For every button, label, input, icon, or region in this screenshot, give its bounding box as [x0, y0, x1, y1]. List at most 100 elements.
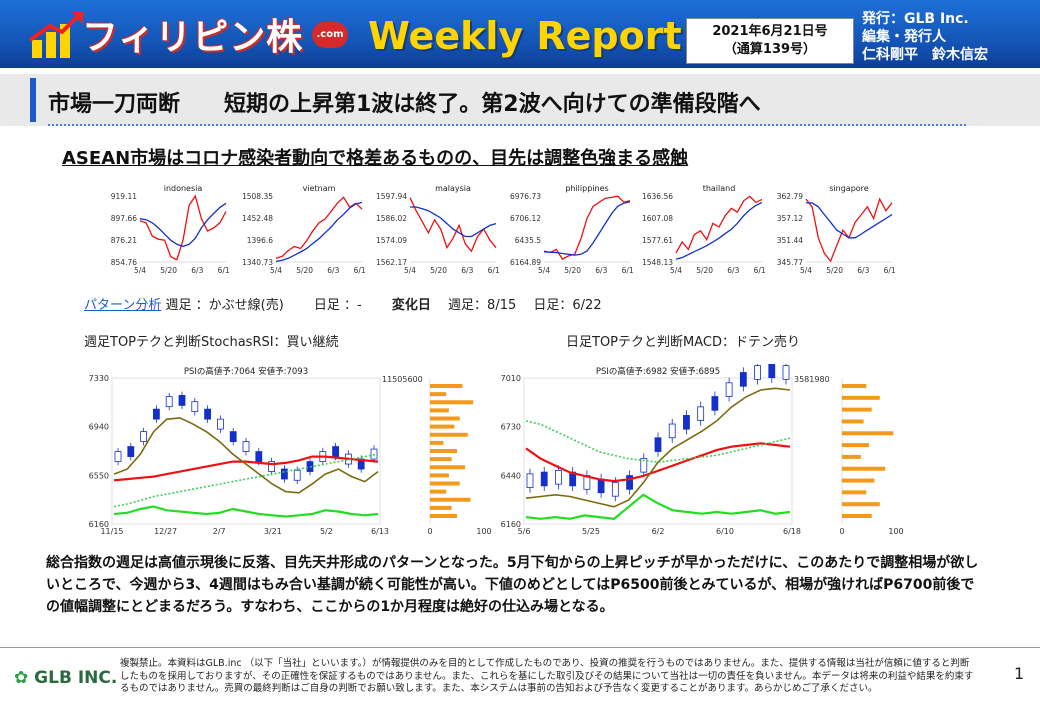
y-tick-label: 1562.17: [376, 258, 407, 267]
x-tick-label: 6/3: [727, 266, 739, 275]
volume-bar: [430, 449, 457, 453]
candle-body: [697, 406, 705, 421]
volume-max-label: 3581980: [794, 375, 830, 384]
x-tick-label: 5/20: [564, 266, 581, 275]
plot-area: [523, 377, 793, 525]
volume-bar: [842, 395, 880, 400]
mini-chart-singapore: singapore 362.79 357.12 351.44 345.77 5/4 5/20…: [766, 182, 901, 277]
candle-body: [178, 395, 186, 406]
series-line-red: [113, 455, 379, 482]
volume-max-label: 11505600: [382, 375, 423, 384]
y-tick-label: 1548.13: [642, 258, 673, 267]
trend-line: [543, 201, 631, 256]
x-tick-label: 5/4: [134, 266, 146, 275]
volume-bar: [842, 431, 894, 436]
page-title: 市場一刀両断 短期の上昇第1波は終了。第2波へ向けての準備段階へ: [48, 92, 761, 117]
candle-body: [668, 423, 676, 439]
trend-line: [806, 202, 893, 239]
candle-body: [711, 396, 719, 411]
candle-body: [768, 363, 776, 379]
mini-chart-title: singapore: [829, 184, 869, 193]
series-line-red: [525, 442, 791, 483]
y-tick-label: 876.21: [111, 236, 137, 245]
pattern-weekly: 週足 ：かぶせ線(売): [165, 298, 284, 313]
y-tick-label: 6160: [89, 520, 109, 529]
mini-chart-philippines: philippines 6976.73 6706.12 6435.5 6164.89 5/…: [504, 182, 639, 277]
candle-body: [255, 451, 263, 462]
volume-tick-label: 0: [427, 527, 432, 536]
x-tick-label: 6/3: [191, 266, 203, 275]
volume-bar: [430, 384, 463, 388]
candle-body: [540, 471, 548, 487]
glb-company-name: GLB INC.: [34, 668, 118, 688]
volume-bar: [430, 432, 468, 437]
volume-bar: [430, 392, 447, 397]
volume-bar: [842, 478, 875, 483]
y-tick-label: 6940: [89, 423, 109, 432]
candle-body: [280, 468, 288, 480]
candle-body: [754, 365, 761, 380]
x-tick-label: 6/3: [595, 266, 607, 275]
volume-bar: [842, 466, 886, 471]
volume-bar: [842, 454, 861, 459]
volume-tick-label: 0: [839, 527, 844, 536]
x-tick-label: 5/2: [320, 527, 333, 536]
weekly-report-title: Weekly Report: [368, 14, 682, 58]
candle-body: [611, 482, 619, 497]
candle-body: [204, 408, 211, 420]
x-tick-label: 6/3: [857, 266, 869, 275]
y-tick-label: 1508.35: [242, 192, 273, 201]
candle-body: [555, 470, 562, 485]
candle-body: [782, 365, 790, 380]
candle-body: [153, 408, 160, 420]
x-tick-label: 5/20: [826, 266, 843, 275]
y-tick-label: 6730: [501, 423, 521, 432]
x-tick-label: 5/4: [404, 266, 416, 275]
pattern-analysis-link[interactable]: パターン分析: [84, 298, 162, 313]
mini-chart-title: philippines: [565, 184, 608, 193]
y-tick-label: 1577.61: [642, 236, 673, 245]
publisher-line-3: 仁科剛平 鈴木信宏: [862, 47, 988, 63]
y-tick-label: 351.44: [777, 236, 803, 245]
volume-bar: [430, 505, 452, 510]
trend-line: [139, 202, 227, 248]
candle-body: [127, 446, 135, 457]
y-tick-label: 357.12: [777, 214, 803, 223]
x-tick-label: 5/20: [696, 266, 713, 275]
x-tick-label: 6/10: [716, 527, 734, 536]
y-tick-label: 6550: [89, 471, 109, 480]
volume-bar: [430, 473, 449, 478]
x-tick-label: 6/3: [327, 266, 339, 275]
x-tick-label: 11/15: [100, 527, 123, 536]
mini-chart-vietnam: vietnam 1508.35 1452.48 1396.6 1340.73 5/4 5/2…: [236, 182, 371, 277]
page-number: 1: [1014, 664, 1025, 683]
x-tick-label: 5/20: [296, 266, 313, 275]
volume-bar: [842, 407, 872, 412]
x-tick-label: 5/4: [670, 266, 682, 275]
volume-bar: [430, 489, 447, 494]
mini-chart-title: malaysia: [435, 184, 471, 193]
y-tick-label: 1636.56: [642, 192, 673, 201]
title-accent: [30, 78, 36, 122]
series-line-olive: [525, 387, 791, 508]
x-tick-label: 5/4: [270, 266, 282, 275]
chart-title: PSIの高値予:6982 安値予:6895: [596, 366, 720, 377]
candle-body: [114, 451, 122, 462]
x-tick-label: 12/27: [154, 527, 177, 536]
y-tick-label: 1452.48: [242, 214, 273, 223]
volume-bar: [430, 497, 471, 502]
daily-chart-caption: 日足TOPテクと判断MACD：ドテン売り: [566, 335, 800, 350]
volume-bar: [842, 502, 880, 507]
candle-body: [597, 478, 605, 494]
x-tick-label: 6/17: [622, 266, 634, 275]
x-tick-label: 6/2: [652, 527, 665, 536]
x-tick-label: 6/17: [218, 266, 230, 275]
y-tick-label: 1586.02: [376, 214, 407, 223]
volume-bar: [430, 424, 455, 429]
chart-title: PSIの高値予:7064 安値予:7093: [184, 366, 308, 377]
y-tick-label: 7330: [89, 374, 109, 383]
pattern-analysis: パターン分析 週足 ：かぶせ線(売) 日足 ：- 変化日 週足：8/15 日足：…: [84, 294, 602, 313]
trend-line: [275, 201, 363, 263]
mini-chart-title: vietnam: [303, 184, 336, 193]
volume-bar: [842, 443, 869, 448]
